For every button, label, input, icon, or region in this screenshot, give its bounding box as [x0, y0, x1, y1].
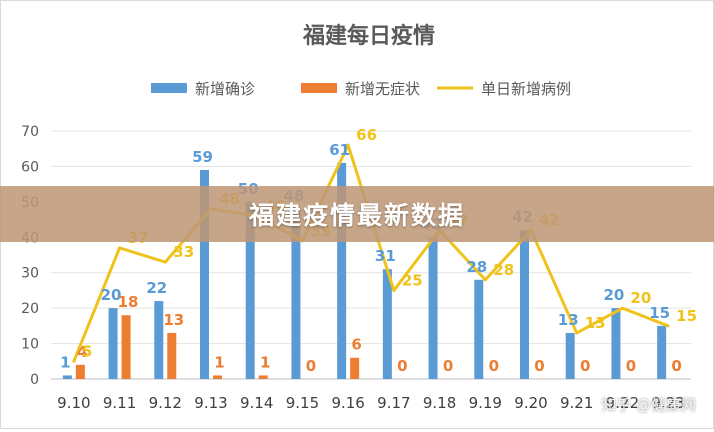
bar — [200, 169, 209, 379]
x-tick-label: 9.21 — [560, 394, 593, 412]
bar — [108, 308, 118, 379]
bar-data-label: 0 — [489, 357, 499, 375]
y-tick-label: 30 — [21, 266, 39, 282]
x-tick-label: 9.11 — [103, 394, 136, 412]
legend-label: 新增无症状 — [345, 80, 420, 98]
x-tick-label: 9.18 — [423, 394, 456, 412]
bar — [154, 301, 164, 379]
bar-data-label: 0 — [397, 357, 407, 375]
bar — [611, 308, 621, 379]
bar — [350, 357, 360, 379]
bar-data-label: 22 — [146, 279, 167, 297]
bar — [121, 315, 131, 379]
x-tick-label: 9.22 — [606, 394, 639, 412]
line-data-label: 15 — [676, 307, 697, 325]
bar-data-label: 0 — [580, 357, 590, 375]
line-data-label: 28 — [493, 261, 514, 279]
bar — [62, 375, 72, 379]
bar — [382, 269, 392, 379]
title-banner: 福建疫情最新数据 — [0, 186, 714, 242]
bar — [565, 332, 575, 379]
bar-data-label: 4 — [77, 343, 87, 361]
line-point — [483, 278, 487, 282]
bar-data-label: 20 — [603, 286, 624, 304]
line-point — [346, 143, 350, 147]
line-data-label: 5 — [82, 342, 92, 360]
bar — [258, 375, 268, 379]
x-tick-label: 9.23 — [651, 394, 684, 412]
bar-data-label: 15 — [649, 304, 670, 322]
bar-data-label: 0 — [306, 357, 316, 375]
x-tick-label: 9.10 — [57, 394, 90, 412]
x-tick-label: 9.13 — [194, 394, 227, 412]
line-point — [163, 260, 167, 264]
x-tick-label: 9.20 — [514, 394, 547, 412]
bar-data-label: 0 — [443, 357, 453, 375]
legend-swatch — [301, 83, 337, 93]
bar — [167, 332, 177, 379]
y-tick-label: 20 — [21, 301, 39, 317]
x-tick-label: 9.15 — [286, 394, 319, 412]
bar-data-label: 1 — [260, 353, 270, 371]
legend-label: 单日新增病例 — [481, 80, 571, 98]
bar-data-label: 0 — [626, 357, 636, 375]
line-data-label: 25 — [402, 271, 423, 289]
line-data-label: 20 — [630, 289, 651, 307]
bar-data-label: 1 — [60, 353, 70, 371]
bar-series — [62, 162, 667, 379]
bar — [75, 364, 85, 379]
x-tick-label: 9.17 — [377, 394, 410, 412]
bar-data-label: 61 — [329, 141, 350, 159]
bar-data-label: 13 — [558, 311, 579, 329]
bar — [520, 230, 529, 379]
x-tick-label: 9.14 — [240, 394, 273, 412]
chart-title: 福建每日疫情 — [302, 23, 435, 49]
bar — [291, 208, 301, 379]
banner-title: 福建疫情最新数据 — [248, 201, 465, 230]
x-tick-label: 9.19 — [469, 394, 502, 412]
line-point — [620, 306, 624, 310]
legend-label: 新增确诊 — [195, 80, 255, 98]
bar-data-label: 0 — [671, 357, 681, 375]
bar-data-label: 31 — [375, 247, 396, 265]
line-point — [118, 246, 122, 250]
y-tick-label: 0 — [30, 372, 39, 388]
x-axis: 9.10 9.11 9.12 9.13 9.14 9.15 9.16 9.17 9.18 9.19… — [57, 394, 685, 412]
bar — [657, 325, 667, 379]
bar-data-label: 20 — [101, 286, 122, 304]
line-point — [666, 324, 670, 328]
x-tick-label: 9.12 — [149, 394, 182, 412]
bar-data-label: 18 — [118, 293, 139, 311]
chart-legend: 新增确诊 新增无症状 单日新增病例 — [151, 80, 571, 98]
bar-data-label: 6 — [351, 336, 361, 354]
y-tick-label: 60 — [21, 159, 39, 175]
x-tick-label: 9.16 — [331, 394, 364, 412]
bar-data-label: 13 — [163, 311, 184, 329]
bar — [213, 375, 222, 379]
watermark: 知乎 @健康网 — [601, 396, 696, 414]
y-tick-label: 10 — [21, 337, 39, 353]
bar-data-label: 1 — [214, 353, 224, 371]
bar — [428, 237, 438, 379]
y-axis: 010203040506070 — [21, 124, 39, 388]
line-data-label: 66 — [356, 126, 377, 144]
y-tick-label: 70 — [21, 124, 39, 140]
legend-swatch — [151, 83, 187, 93]
line-point — [575, 331, 579, 335]
bar — [474, 279, 484, 379]
bar-data-label: 0 — [534, 357, 544, 375]
line-point — [392, 288, 396, 292]
bar-data-label: 28 — [466, 258, 487, 276]
line-point — [72, 359, 76, 363]
bar — [337, 162, 347, 379]
line-data-label: 13 — [585, 314, 606, 332]
bar-data-label: 59 — [192, 148, 213, 166]
line-data-label: 33 — [173, 243, 194, 261]
bar — [245, 201, 255, 379]
